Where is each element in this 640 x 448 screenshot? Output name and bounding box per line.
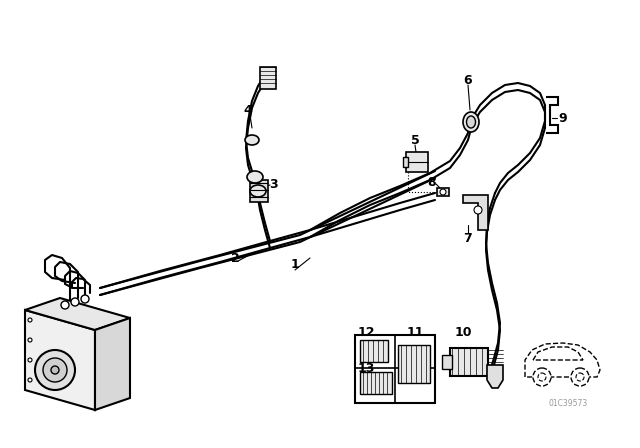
Text: 11: 11 <box>406 327 424 340</box>
Circle shape <box>440 189 446 195</box>
Bar <box>360 340 388 362</box>
Circle shape <box>35 350 75 390</box>
Circle shape <box>533 368 551 386</box>
Ellipse shape <box>463 112 479 132</box>
Circle shape <box>28 358 32 362</box>
Text: 5: 5 <box>411 134 419 146</box>
Bar <box>406 152 428 172</box>
Circle shape <box>474 206 482 214</box>
Circle shape <box>51 366 59 374</box>
Circle shape <box>28 378 32 382</box>
Text: 9: 9 <box>559 112 567 125</box>
Circle shape <box>576 373 584 381</box>
Text: 13: 13 <box>357 362 374 375</box>
Polygon shape <box>25 310 95 410</box>
Text: 2: 2 <box>230 251 239 264</box>
Bar <box>450 348 488 376</box>
Polygon shape <box>25 298 130 330</box>
Ellipse shape <box>245 135 259 145</box>
Text: 4: 4 <box>244 103 252 116</box>
Bar <box>442 355 452 369</box>
Circle shape <box>43 358 67 382</box>
Circle shape <box>538 373 546 381</box>
Bar <box>355 335 435 403</box>
Bar <box>250 180 268 202</box>
Circle shape <box>81 295 89 303</box>
Text: 7: 7 <box>463 232 472 245</box>
Ellipse shape <box>467 116 476 128</box>
Text: 12: 12 <box>357 327 375 340</box>
Polygon shape <box>487 365 503 388</box>
Ellipse shape <box>247 171 263 183</box>
Polygon shape <box>525 343 600 377</box>
Text: 8: 8 <box>428 176 436 189</box>
Circle shape <box>61 301 69 309</box>
Bar <box>403 157 408 167</box>
Circle shape <box>571 368 589 386</box>
Circle shape <box>28 338 32 342</box>
Bar <box>398 345 430 383</box>
Text: 1: 1 <box>291 258 300 271</box>
Polygon shape <box>95 318 130 410</box>
Circle shape <box>28 318 32 322</box>
Bar <box>360 372 392 394</box>
Bar <box>437 188 449 196</box>
Bar <box>260 67 276 89</box>
Text: 10: 10 <box>454 327 472 340</box>
Polygon shape <box>463 195 488 230</box>
Text: 01C39573: 01C39573 <box>548 399 588 408</box>
Polygon shape <box>533 347 583 360</box>
Circle shape <box>71 298 79 306</box>
Ellipse shape <box>250 185 266 197</box>
Text: 6: 6 <box>464 73 472 86</box>
Text: 3: 3 <box>269 178 278 191</box>
